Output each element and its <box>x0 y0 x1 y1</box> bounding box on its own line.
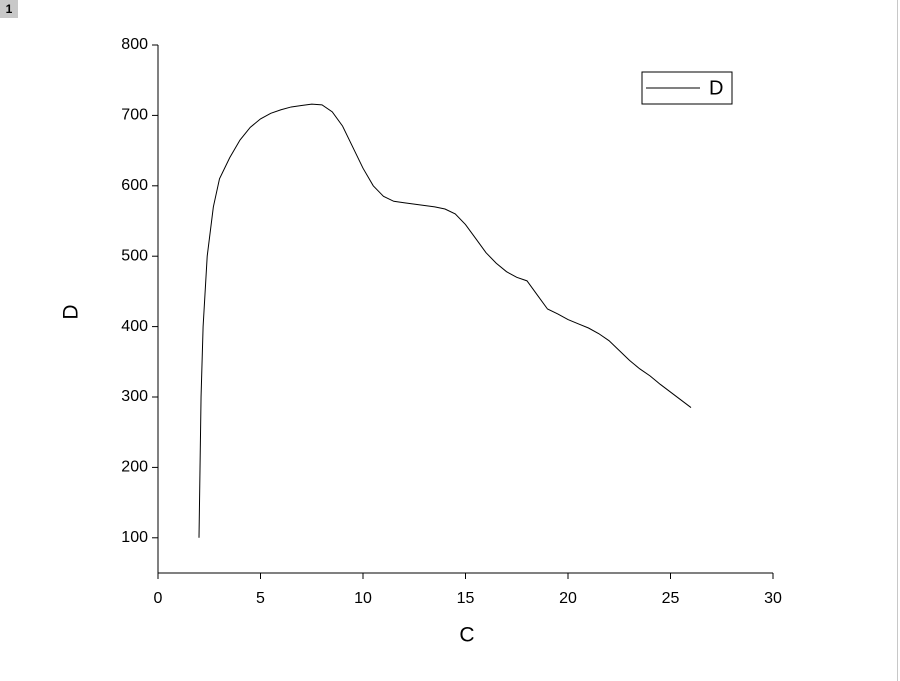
x-tick-label: 30 <box>764 590 782 607</box>
legend-label: D <box>709 77 723 99</box>
y-axis-label: D <box>60 304 83 319</box>
y-tick-label: 300 <box>121 388 148 405</box>
y-tick-label: 700 <box>121 107 148 124</box>
x-tick-label: 20 <box>559 590 577 607</box>
x-tick-label: 10 <box>354 590 372 607</box>
x-tick-label: 5 <box>256 590 265 607</box>
x-tick-label: 15 <box>457 590 475 607</box>
x-tick-label: 0 <box>154 590 163 607</box>
y-tick-label: 800 <box>121 36 148 53</box>
y-tick-label: 400 <box>121 318 148 335</box>
badge: 1 <box>6 2 13 16</box>
y-tick-label: 500 <box>121 247 148 264</box>
x-axis-label: C <box>459 624 474 647</box>
y-tick-label: 100 <box>121 529 148 546</box>
y-tick-label: 600 <box>121 177 148 194</box>
badge-box <box>0 0 18 18</box>
x-tick-label: 25 <box>662 590 680 607</box>
y-tick-label: 200 <box>121 459 148 476</box>
data-line <box>198 103 692 538</box>
